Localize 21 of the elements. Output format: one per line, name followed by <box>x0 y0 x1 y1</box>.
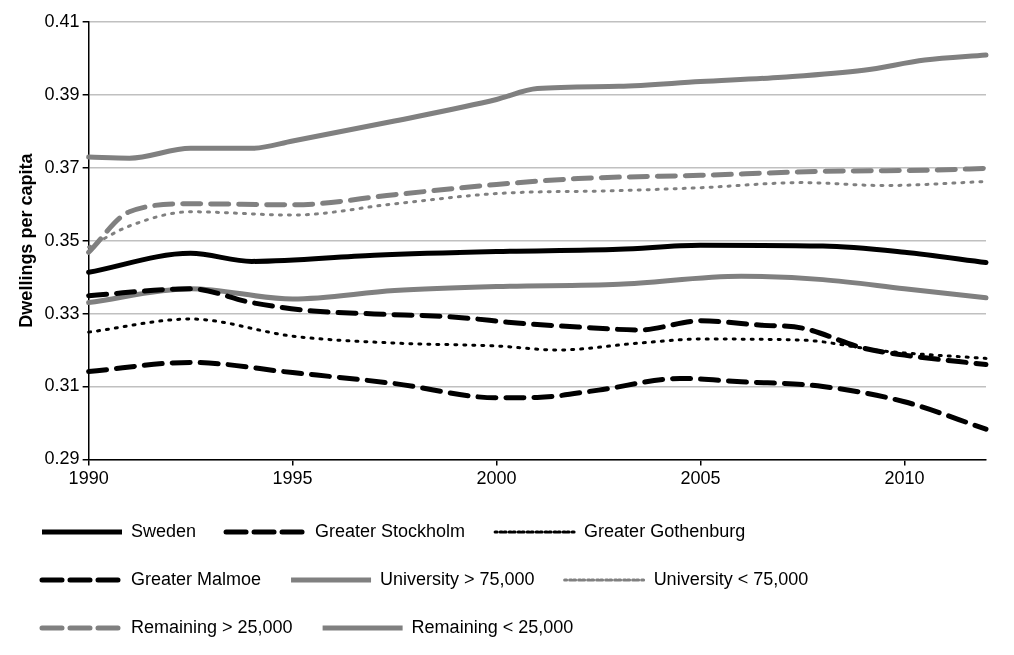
x-tick-label: 1995 <box>272 468 313 489</box>
y-tick-label: 0.29 <box>44 448 80 469</box>
legend-label: Greater Malmoe <box>131 568 262 589</box>
legend-label: Remaining < 25,000 <box>411 616 574 637</box>
y-axis-title: Dwellings per capita <box>15 152 36 328</box>
legend-label: University < 75,000 <box>653 568 809 589</box>
x-tick-label: 2010 <box>884 468 925 489</box>
legend-label: University > 75,000 <box>380 568 535 589</box>
y-tick-label: 0.35 <box>44 229 80 250</box>
legend-label: Greater Stockholm <box>315 520 466 541</box>
y-tick-label: 0.41 <box>44 10 80 31</box>
x-tick-label: 2000 <box>476 468 517 489</box>
legend-label: Sweden <box>131 520 197 541</box>
y-tick-label: 0.37 <box>44 156 80 177</box>
x-tick-label: 2005 <box>680 468 721 489</box>
x-tick-label: 1990 <box>68 468 109 489</box>
y-tick-label: 0.39 <box>44 83 80 104</box>
y-tick-label: 0.33 <box>44 302 80 323</box>
legend-label: Remaining > 25,000 <box>131 616 293 637</box>
legend-label: Greater Gothenburg <box>584 520 746 541</box>
y-tick-label: 0.31 <box>44 375 80 396</box>
